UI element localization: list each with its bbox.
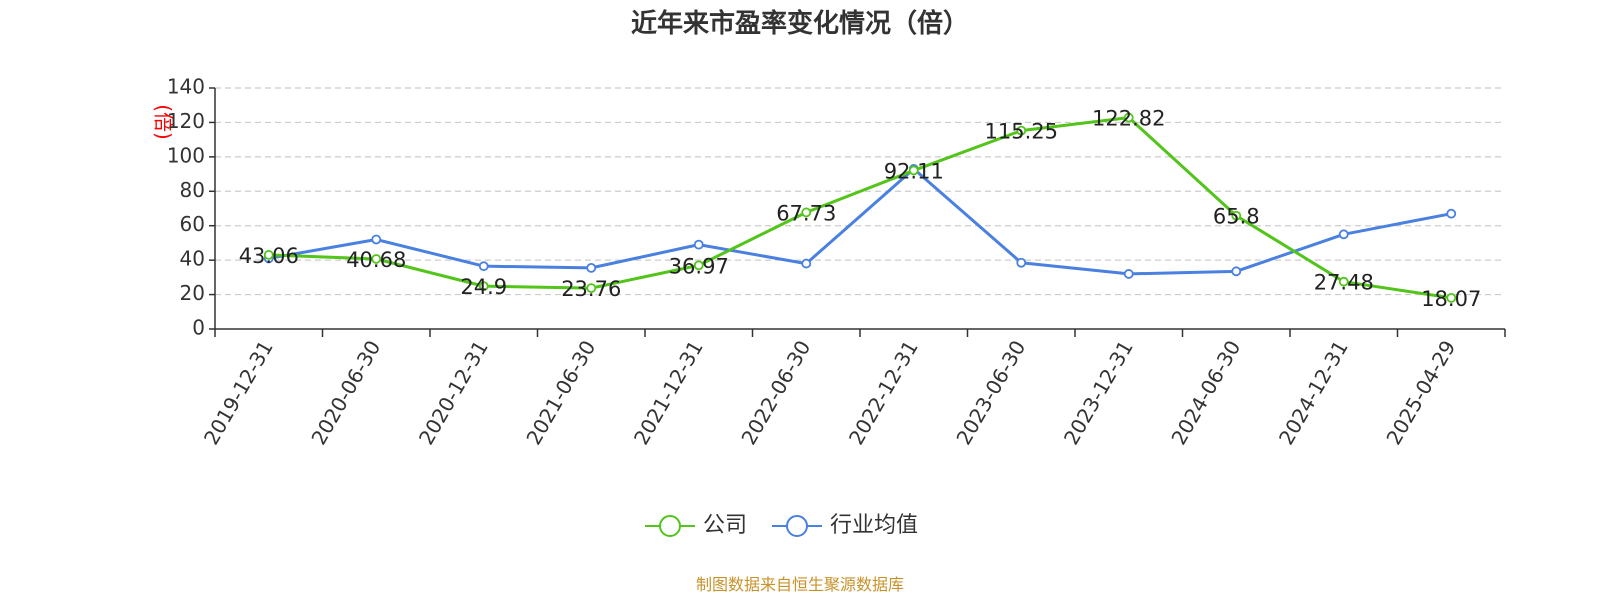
series-lines	[263, 112, 1457, 303]
legend[interactable]: 公司 行业均值	[645, 513, 918, 538]
y-tick-label: 80	[180, 178, 205, 202]
data-point	[1446, 208, 1457, 219]
data-point	[586, 262, 597, 273]
data-point	[1446, 292, 1457, 303]
data-point	[1016, 125, 1027, 136]
data-label: 43.06	[239, 244, 299, 268]
data-point	[1338, 276, 1349, 287]
y-axis-label: (倍)	[152, 104, 176, 140]
y-tick-label: 140	[167, 75, 205, 99]
data-point	[1231, 266, 1242, 277]
data-point	[586, 283, 597, 293]
legend-item[interactable]: 行业均值	[772, 513, 918, 538]
source-note: 制图数据来自恒生聚源数据库	[696, 575, 904, 594]
data-label: 18.07	[1421, 287, 1481, 311]
data-label: 24.9	[460, 275, 507, 299]
grid	[215, 87, 1505, 296]
data-point	[371, 234, 382, 245]
data-labels: 43.06 40.68 24.9 23.76 36.97 67.73 92.11 115.25…	[239, 107, 1482, 311]
data-label: 92.11	[884, 159, 944, 183]
legend-item[interactable]: 公司	[645, 513, 747, 538]
data-label: 36.97	[669, 254, 729, 278]
data-point	[263, 249, 274, 260]
data-point	[801, 207, 812, 218]
legend-label: 行业均值	[830, 513, 918, 538]
legend-label: 公司	[703, 513, 747, 538]
x-tick-label: 2025-04-29	[1381, 336, 1460, 449]
data-point	[1123, 112, 1134, 123]
legend-swatch-marker	[659, 515, 681, 537]
data-point	[1338, 229, 1349, 240]
data-point	[478, 281, 489, 292]
data-label: 27.48	[1314, 271, 1374, 295]
data-label: 23.76	[561, 277, 621, 301]
data-point	[693, 239, 704, 250]
data-point	[478, 261, 489, 272]
x-tick-label: 2020-06-30	[306, 336, 385, 449]
x-tick-label: 2020-12-31	[414, 336, 493, 449]
x-tick-label: 2019-12-31	[199, 336, 278, 449]
data-point	[801, 258, 812, 269]
chart-title: 近年来市盈率变化情况（倍）	[631, 8, 969, 39]
data-point	[1231, 210, 1242, 221]
data-point	[1016, 257, 1027, 268]
x-tick-label: 2024-12-31	[1274, 336, 1353, 449]
data-label: 122.82	[1092, 107, 1165, 131]
x-tick-label: 2021-12-31	[629, 336, 708, 449]
data-point	[371, 254, 382, 264]
data-label: 40.68	[346, 248, 406, 272]
x-tick-label: 2023-12-31	[1059, 336, 1138, 449]
x-tick-label: 2024-06-30	[1166, 336, 1245, 449]
y-tick-label: 60	[180, 212, 205, 236]
series-line	[268, 116, 1452, 300]
data-label: 65.8	[1213, 205, 1260, 229]
y-tick-label: 100	[167, 143, 205, 167]
y-tick-label: 40	[180, 247, 205, 271]
x-tick-label: 2022-12-31	[844, 336, 923, 449]
series-line	[268, 167, 1452, 276]
y-tick-label: 0	[192, 316, 205, 340]
x-tick-label: 2022-06-30	[736, 336, 815, 449]
legend-swatch-marker	[786, 515, 808, 537]
y-tick-label: 120	[167, 109, 205, 133]
x-tick-label: 2021-06-30	[521, 336, 600, 449]
data-point	[1123, 269, 1134, 279]
y-tick-label: 20	[180, 281, 205, 305]
data-point	[693, 260, 704, 271]
data-label: 67.73	[776, 201, 836, 225]
x-tick-label: 2023-06-30	[951, 336, 1030, 449]
data-label: 115.25	[985, 120, 1058, 144]
data-point	[908, 165, 919, 176]
